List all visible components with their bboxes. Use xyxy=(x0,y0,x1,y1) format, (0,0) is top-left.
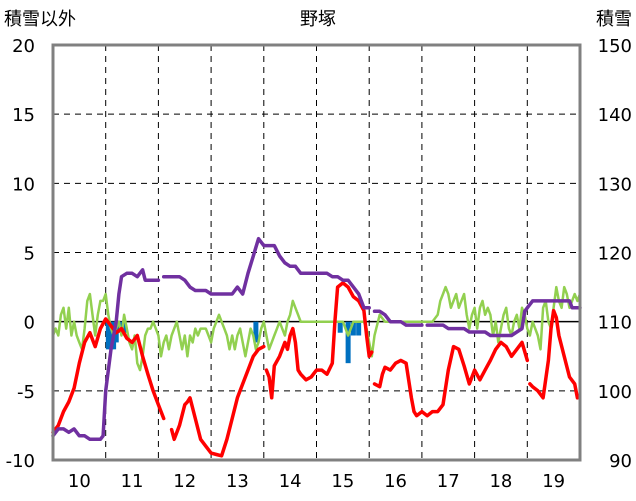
right-tick-label: 90 xyxy=(609,451,632,472)
series-line-purple xyxy=(425,299,582,338)
right-tick-label: 150 xyxy=(598,36,632,57)
series-line-red xyxy=(169,344,266,458)
chart-title: 野塚 xyxy=(300,9,336,30)
x-tick-label: 17 xyxy=(437,471,460,492)
left-tick-label: 20 xyxy=(12,36,35,57)
line-series xyxy=(51,236,582,458)
left-tick-label: 10 xyxy=(12,174,35,195)
bar xyxy=(108,321,114,350)
right-tick-label: 130 xyxy=(598,174,632,195)
right-axis-label: 積雪 xyxy=(596,9,632,30)
bar xyxy=(356,321,362,336)
left-axis-label: 積雪以外 xyxy=(4,9,76,30)
series-line-purple xyxy=(372,309,424,327)
x-tick-label: 14 xyxy=(279,471,302,492)
x-tick-label: 12 xyxy=(173,471,196,492)
bar xyxy=(121,321,127,333)
series-line-purple xyxy=(51,268,161,442)
x-tick-label: 19 xyxy=(542,471,565,492)
x-tick-label: 13 xyxy=(226,471,249,492)
series-line-purple xyxy=(161,236,371,310)
left-axis-ticks: -10 -5 0 5 10 15 20 xyxy=(6,36,35,472)
right-axis-ticks: 90 100 110 120 130 140 150 xyxy=(598,36,632,472)
right-tick-label: 140 xyxy=(598,105,632,126)
x-tick-label: 16 xyxy=(384,471,407,492)
series-line-red xyxy=(51,317,166,435)
left-tick-label: 0 xyxy=(24,313,35,334)
right-tick-label: 120 xyxy=(598,244,632,265)
bar xyxy=(350,321,356,336)
x-tick-label: 11 xyxy=(121,471,144,492)
grid-lines xyxy=(53,45,580,460)
x-tick-label: 18 xyxy=(489,471,512,492)
x-axis-ticks: 10 11 12 13 14 15 16 17 18 19 xyxy=(68,471,565,492)
right-tick-label: 110 xyxy=(598,313,632,334)
left-tick-label: -5 xyxy=(17,382,35,403)
left-tick-label: 5 xyxy=(24,244,35,265)
series-line-red xyxy=(264,281,374,400)
bar xyxy=(105,321,111,350)
bar xyxy=(337,321,343,333)
bar xyxy=(253,321,259,343)
x-tick-label: 10 xyxy=(68,471,91,492)
series-line-red xyxy=(528,308,580,400)
left-tick-label: -10 xyxy=(6,451,35,472)
left-tick-label: 15 xyxy=(12,105,35,126)
plot-frame xyxy=(51,43,582,462)
right-tick-label: 100 xyxy=(598,382,632,403)
x-tick-label: 15 xyxy=(331,471,354,492)
series-line-red xyxy=(372,340,530,418)
bar xyxy=(345,321,351,364)
